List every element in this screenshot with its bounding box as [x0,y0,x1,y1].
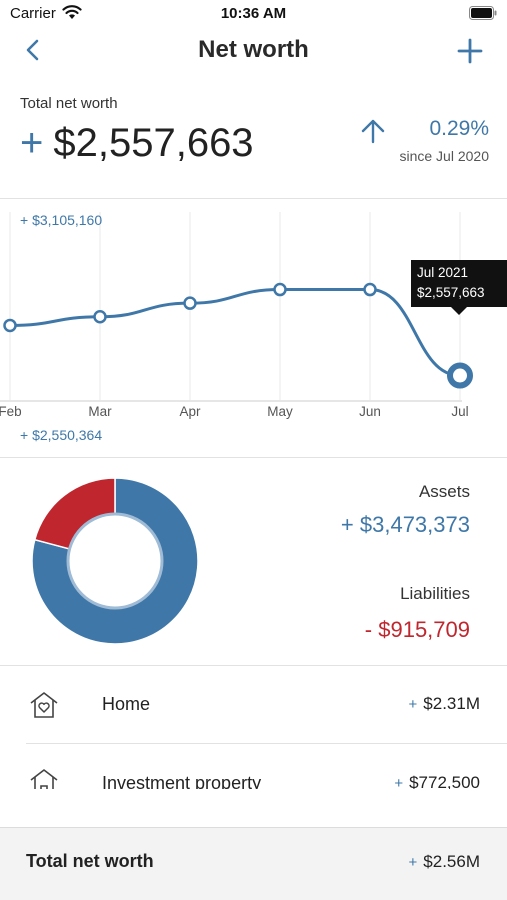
item-value: + $2.31M [409,694,480,714]
liabilities-label: Liabilities [400,584,470,603]
change-indicator: 0.29% since Jul 2020 [359,115,489,167]
x-tick-label: Jun [359,404,381,419]
arrow-up-icon [359,117,387,150]
value-sign: + [394,775,404,789]
list-item-investment-property[interactable]: Investment property + $772,500 [0,745,507,789]
x-tick-label: Apr [179,404,201,419]
change-percent: 0.29% [429,117,489,140]
chart-tooltip: Jul 2021 $2,557,663 [411,260,507,315]
data-point-mar [93,310,107,324]
divider [0,198,507,199]
nav-bar: Net worth [0,30,507,72]
status-time: 10:36 AM [220,5,287,22]
item-amount: $2.31M [423,694,480,713]
x-tick-label: May [267,404,293,419]
assets-liabilities-donut [31,477,199,645]
data-point-jun [363,282,377,297]
total-net-worth-label: Total net worth [20,95,118,112]
row-divider [26,743,507,744]
total-net-worth-amount: $2,557,663 [53,121,254,165]
chart-min-label: + $2,550,364 [20,427,103,443]
liabilities-value: - $915,709 [364,617,470,642]
net-worth-line [9,288,461,378]
list-item-home[interactable]: Home + $2.31M [0,666,507,744]
x-tick-label: Jul [451,404,468,419]
item-name: Investment property [102,773,262,789]
item-name: Home [102,694,151,714]
data-point-jul [447,362,473,389]
footer-amount: $2.56M [423,852,480,871]
data-point-feb [3,318,17,333]
line-chart-svg: Feb Mar Apr May Jun Jul [0,212,473,419]
net-worth-chart[interactable]: Feb Mar Apr May Jun Jul + $3,105,160 + $2,550… [0,200,507,456]
carrier-label: Carrier [10,5,56,22]
add-button[interactable] [455,36,485,66]
assets-liabilities-section: Assets + $3,473,373 Liabilities - $915,7… [0,458,507,665]
chevron-left-icon [26,39,39,61]
assets-label: Assets [418,482,470,501]
footer-value: + $2.56M [409,852,480,872]
data-point-apr [183,296,197,310]
value-sign: + [408,854,418,871]
x-tick-label: Mar [88,404,112,419]
divider [0,457,507,458]
divider [0,665,507,666]
change-since-label: since Jul 2020 [399,148,489,164]
footer-label: Total net worth [26,851,154,871]
house-heart-icon [28,690,60,725]
x-tick-label: Feb [0,404,22,419]
value-sign: + [408,696,418,713]
item-value: + $772,500 [394,773,480,789]
tooltip-value: $2,557,663 [417,285,485,300]
back-button[interactable] [20,36,50,66]
tooltip-month: Jul 2021 [417,265,469,280]
wifi-icon [62,4,82,25]
plus-icon [457,38,483,64]
total-footer: Total net worth + $2.56M [0,827,507,900]
battery-icon [469,6,497,25]
house-icon [28,767,60,789]
item-amount: $772,500 [409,773,480,789]
total-net-worth-value: + $2,557,663 [20,121,254,166]
page-title: Net worth [198,36,309,63]
data-point-may [273,282,287,297]
value-sign: + [20,121,44,165]
assets-value: + $3,473,373 [340,512,470,537]
chart-max-label: + $3,105,160 [20,212,103,228]
status-bar: Carrier 10:36 AM [0,0,507,30]
donut-inner-ring [66,512,164,610]
